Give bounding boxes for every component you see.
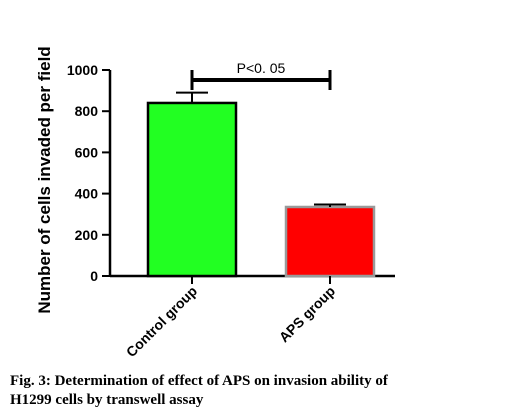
- bar: [146, 101, 238, 278]
- caption-line-2: H1299 cells by transwell assay: [10, 392, 204, 408]
- x-tick-label: Control group: [123, 283, 200, 360]
- x-tick-label: APS group: [276, 283, 338, 345]
- y-tick-label: 600: [75, 144, 99, 160]
- y-tick-label: 1000: [67, 62, 98, 78]
- y-tick-label: 400: [75, 186, 99, 202]
- figure-caption: Fig. 3: Determination of effect of APS o…: [10, 372, 515, 410]
- bar-chart: Number of cells invaded per field 0 200 40…: [35, 46, 395, 360]
- y-axis-label: Number of cells invaded per field: [35, 46, 54, 313]
- bar: [284, 205, 376, 278]
- y-tick-label: 0: [90, 268, 98, 284]
- caption-line-1: Fig. 3: Determination of effect of APS o…: [10, 373, 388, 389]
- plot-area: 0 200 400 600 800 1000 Control group APS group P…: [67, 60, 395, 360]
- y-tick-label: 800: [75, 103, 99, 119]
- significance-label: P<0. 05: [237, 60, 286, 76]
- y-tick-label: 200: [75, 227, 99, 243]
